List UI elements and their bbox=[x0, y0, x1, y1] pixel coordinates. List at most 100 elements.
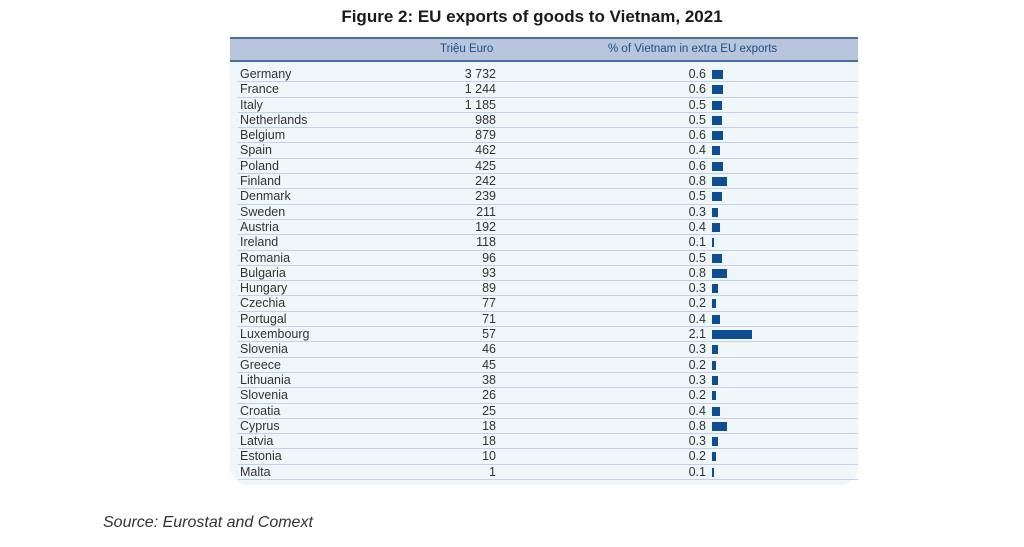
export-value: 988 bbox=[475, 112, 496, 127]
country-label: Estonia bbox=[240, 449, 282, 464]
percent-value: 0.2 bbox=[688, 449, 706, 464]
country-label: Hungary bbox=[240, 281, 288, 296]
percent-bar bbox=[712, 284, 718, 294]
export-value: 89 bbox=[482, 281, 496, 296]
country-label: Poland bbox=[240, 158, 279, 173]
percent-value: 0.4 bbox=[688, 311, 706, 326]
table-row: Austria 192 0.4 bbox=[238, 219, 858, 236]
country-label: Luxembourg bbox=[240, 327, 310, 342]
table-row: Estonia 10 0.2 bbox=[238, 449, 858, 465]
percent-value: 0.3 bbox=[688, 281, 706, 296]
export-value: 46 bbox=[482, 342, 496, 357]
table-row: Hungary 89 0.3 bbox=[238, 281, 858, 297]
table-row: Portugal 71 0.4 bbox=[238, 311, 858, 328]
export-value: 71 bbox=[482, 311, 496, 326]
percent-bar bbox=[712, 85, 723, 95]
country-label: Spain bbox=[240, 143, 272, 158]
percent-value: 0.1 bbox=[688, 464, 706, 479]
table-row: Denmark 239 0.5 bbox=[238, 189, 858, 205]
percent-value: 0.8 bbox=[688, 265, 706, 280]
export-value: 77 bbox=[482, 296, 496, 311]
percent-value: 0.3 bbox=[688, 204, 706, 219]
country-label: Greece bbox=[240, 357, 281, 372]
chart-title: Figure 2: EU exports of goods to Vietnam… bbox=[341, 7, 723, 26]
percent-value: 0.2 bbox=[688, 357, 706, 372]
table-row: Slovenia 26 0.2 bbox=[238, 388, 858, 404]
percent-bar bbox=[712, 330, 752, 340]
percent-value: 0.8 bbox=[688, 418, 706, 433]
percent-value: 0.5 bbox=[688, 189, 706, 204]
percent-bar bbox=[712, 222, 720, 232]
export-value: 211 bbox=[476, 204, 496, 219]
percent-bar bbox=[712, 314, 720, 324]
table-row: Slovenia 46 0.3 bbox=[238, 342, 858, 358]
percent-value: 0.6 bbox=[688, 158, 706, 173]
percent-value: 0.3 bbox=[688, 342, 706, 357]
source-note: Source: Eurostat and Comext bbox=[103, 514, 313, 531]
percent-bar bbox=[712, 360, 716, 370]
export-value: 192 bbox=[475, 219, 496, 234]
country-label: Austria bbox=[240, 219, 279, 234]
table-header: Triệu Euro % of Vietnam in extra EU expo… bbox=[230, 37, 858, 62]
export-value: 1 244 bbox=[464, 82, 496, 97]
table-row: Germany 3 732 0.6 bbox=[238, 67, 858, 83]
percent-bar bbox=[712, 177, 727, 187]
export-value: 242 bbox=[475, 174, 496, 189]
percent-bar bbox=[712, 100, 722, 110]
country-label: Belgium bbox=[240, 128, 286, 143]
country-label: Netherlands bbox=[240, 112, 308, 127]
table-panel: Triệu Euro % of Vietnam in extra EU expo… bbox=[230, 37, 858, 485]
table-row: Bulgaria 93 0.8 bbox=[238, 265, 858, 282]
percent-bar bbox=[712, 421, 727, 431]
percent-value: 2.1 bbox=[688, 327, 706, 342]
percent-value: 0.5 bbox=[688, 112, 706, 127]
export-value: 45 bbox=[482, 357, 496, 372]
percent-value: 0.6 bbox=[688, 67, 706, 81]
country-label: Czechia bbox=[240, 296, 286, 311]
percent-bar bbox=[712, 207, 718, 217]
table-row: Romania 96 0.5 bbox=[238, 251, 858, 266]
column-header-euro: Triệu Euro bbox=[440, 43, 494, 55]
table-row: Czechia 77 0.2 bbox=[238, 296, 858, 312]
percent-bar bbox=[712, 268, 727, 278]
percent-value: 0.4 bbox=[688, 143, 706, 158]
export-value: 1 bbox=[489, 464, 496, 479]
percent-bar bbox=[712, 131, 723, 141]
percent-bar bbox=[712, 146, 720, 156]
table-body: Germany 3 732 0.6 France 1 244 0.6 Italy 1 185 0… bbox=[238, 67, 858, 481]
percent-value: 0.6 bbox=[688, 128, 706, 143]
export-value: 10 bbox=[482, 449, 496, 464]
percent-bar bbox=[712, 70, 723, 79]
country-label: Romania bbox=[240, 250, 291, 265]
country-label: Denmark bbox=[240, 189, 291, 204]
export-value: 3 732 bbox=[464, 67, 496, 81]
percent-value: 0.3 bbox=[688, 434, 706, 449]
table-row: Spain 462 0.4 bbox=[238, 143, 858, 159]
table-row: Lithuania 38 0.3 bbox=[238, 372, 858, 389]
table-row: Greece 45 0.2 bbox=[238, 358, 858, 373]
export-value: 462 bbox=[475, 143, 496, 158]
export-value: 96 bbox=[482, 250, 496, 265]
percent-value: 0.4 bbox=[688, 219, 706, 234]
export-value: 57 bbox=[482, 327, 496, 342]
country-label: Malta bbox=[240, 464, 271, 479]
export-value: 879 bbox=[475, 128, 496, 143]
country-label: Germany bbox=[240, 67, 292, 81]
table-row: Malta 1 0.1 bbox=[238, 464, 858, 481]
percent-value: 0.5 bbox=[688, 250, 706, 265]
percent-bar bbox=[712, 452, 716, 462]
export-value: 93 bbox=[482, 265, 496, 280]
table-row: Italy 1 185 0.5 bbox=[238, 98, 858, 113]
export-value: 26 bbox=[482, 388, 496, 403]
export-value: 25 bbox=[482, 403, 496, 418]
table-row: Poland 425 0.6 bbox=[238, 158, 858, 175]
country-label: Slovenia bbox=[240, 388, 288, 403]
table-row: Finland 242 0.8 bbox=[238, 174, 858, 190]
country-label: France bbox=[240, 82, 279, 97]
country-label: Lithuania bbox=[240, 372, 291, 387]
country-label: Cyprus bbox=[240, 418, 280, 433]
table-row: France 1 244 0.6 bbox=[238, 82, 858, 98]
export-value: 118 bbox=[476, 235, 496, 250]
percent-value: 0.5 bbox=[688, 97, 706, 112]
table-row: Latvia 18 0.3 bbox=[238, 434, 858, 450]
